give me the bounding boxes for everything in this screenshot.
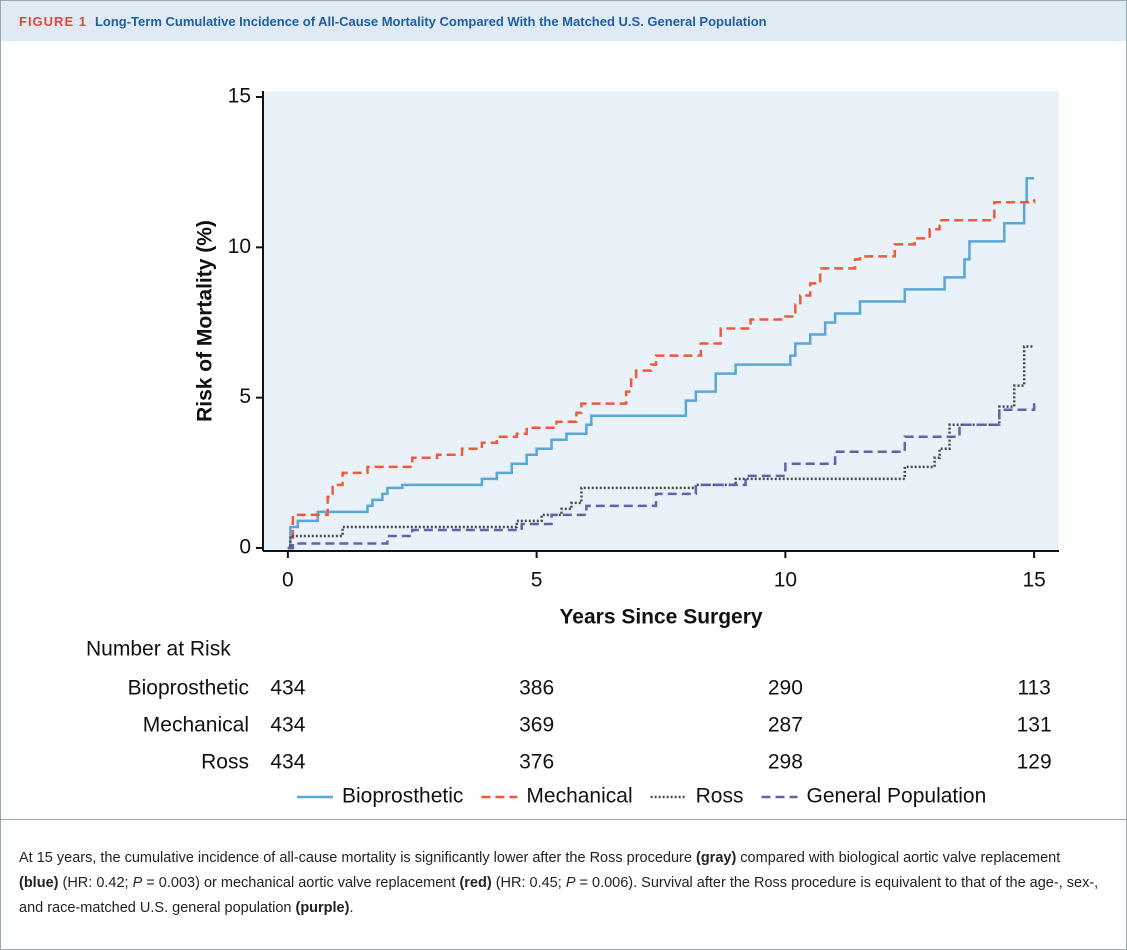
risk-value: 129 <box>1017 751 1052 774</box>
series-line <box>287 176 1035 550</box>
legend-label: Mechanical <box>526 785 632 808</box>
risk-value: 113 <box>1017 677 1050 700</box>
legend-label: General Population <box>807 785 987 808</box>
plot-background <box>263 91 1059 551</box>
figure-title: Long-Term Cumulative Incidence of All-Ca… <box>94 13 767 29</box>
caption-text: . <box>349 900 354 916</box>
y-tick-label: 15 <box>228 85 251 108</box>
figure-header: FIGURE 1 Long-Term Cumulative Incidence … <box>1 1 1126 41</box>
caption-text: (gray) <box>695 850 737 866</box>
caption-text: (red) <box>459 875 492 891</box>
risk-value: 298 <box>768 751 803 774</box>
caption-text: = 0.003) or mechanical aortic valve repl… <box>142 875 460 891</box>
risk-value: 434 <box>270 677 305 700</box>
legend-label: Bioprosthetic <box>342 785 463 808</box>
y-axis-label: Risk of Mortality (%) <box>194 220 217 422</box>
series-line <box>287 199 1036 550</box>
x-tick-label: 10 <box>774 569 797 592</box>
caption-text: At 15 years, the cumulative incidence of… <box>19 850 696 866</box>
series-line <box>287 345 1035 550</box>
legend-label: Ross <box>696 785 744 808</box>
risk-value: 376 <box>519 751 554 774</box>
y-tick-label: 5 <box>239 385 251 408</box>
caption-text: (purple) <box>295 900 350 916</box>
caption-text: (HR: 0.42; <box>58 875 133 891</box>
series-line <box>287 400 1036 550</box>
risk-row-label: Ross <box>201 751 249 774</box>
figure-label: FIGURE 1 <box>19 13 87 29</box>
y-tick-label: 10 <box>228 235 251 258</box>
x-tick-label: 5 <box>531 569 543 592</box>
separator <box>1 819 1126 820</box>
caption-text: P <box>132 875 143 891</box>
chart: 0 5 10 15 0 5 10 15 Years Since Surgery Risk of M… <box>86 85 1059 808</box>
caption-text: compared with biological aortic valve re… <box>736 850 1061 866</box>
caption-text: (blue) <box>19 875 59 891</box>
x-axis-label: Years Since Surgery <box>559 606 762 629</box>
risk-value: 434 <box>270 751 305 774</box>
caption-text: (HR: 0.45; <box>491 875 566 891</box>
risk-value: 287 <box>768 714 803 737</box>
risk-value: 434 <box>270 714 305 737</box>
x-tick-label: 15 <box>1022 569 1045 592</box>
caption-text: = 0.006). Survival after the Ross proced… <box>19 875 1099 916</box>
risk-row-label: Bioprosthetic <box>128 677 249 700</box>
risk-value: 290 <box>768 677 803 700</box>
caption-text: P <box>565 875 576 891</box>
risk-row-label: Mechanical <box>143 714 249 737</box>
risk-value: 386 <box>519 677 554 700</box>
risk-table-title: Number at Risk <box>86 638 231 661</box>
caption: At 15 years, the cumulative incidence of… <box>19 846 1099 921</box>
risk-value: 131 <box>1017 714 1052 737</box>
x-tick-label: 0 <box>282 569 294 592</box>
y-tick-label: 0 <box>239 536 251 559</box>
risk-value: 369 <box>519 714 554 737</box>
